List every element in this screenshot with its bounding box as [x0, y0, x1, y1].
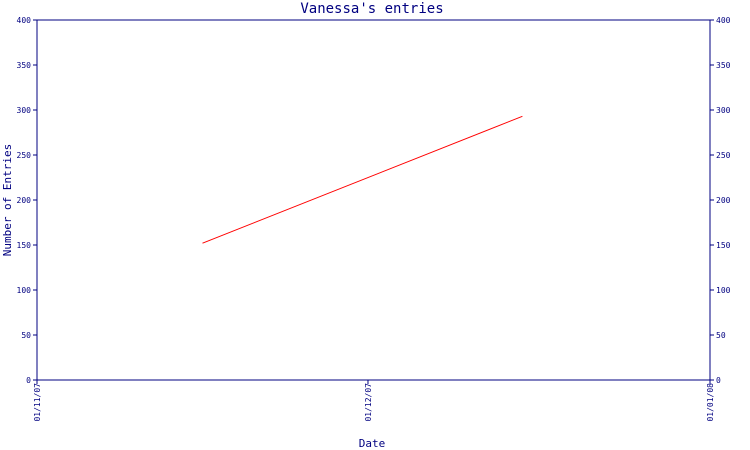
y-left-tick-label-1: 50 — [21, 331, 31, 340]
x-tick-label-1: 01/12/07 — [364, 383, 373, 422]
y-right-tick-label-7: 350 — [716, 61, 731, 70]
y-right-tick-label-5: 250 — [716, 151, 731, 160]
x-tick-label-0: 01/11/07 — [33, 383, 42, 422]
x-axis-label: Date — [359, 437, 386, 450]
series-line-0 — [202, 115, 523, 244]
series-layer — [202, 115, 523, 244]
y-left-tick-label-7: 350 — [17, 61, 32, 70]
y-axis-left: 0 50 100 150 200 250 300 350 400 — [17, 16, 37, 385]
y-left-tick-label-8: 400 — [17, 16, 32, 25]
y-left-tick-label-6: 300 — [17, 106, 32, 115]
y-right-tick-label-1: 50 — [716, 331, 726, 340]
plot-area-frame — [36, 19, 711, 381]
y-left-tick-label-5: 250 — [17, 151, 32, 160]
y-right-tick-label-2: 100 — [716, 286, 731, 295]
y-right-tick-label-4: 200 — [716, 196, 731, 205]
y-right-tick-label-6: 300 — [716, 106, 731, 115]
y-right-tick-label-3: 150 — [716, 241, 731, 250]
x-tick-label-2: 01/01/08 — [706, 383, 715, 422]
y-axis-label: Number of Entries — [1, 144, 14, 257]
y-left-tick-label-0: 0 — [26, 376, 31, 385]
y-left-tick-label-3: 150 — [17, 241, 32, 250]
y-left-tick-label-4: 200 — [17, 196, 32, 205]
y-axis-right: 0 50 100 150 200 250 300 350 400 — [710, 16, 731, 385]
chart-title: Vanessa's entries — [300, 1, 443, 17]
y-right-tick-label-0: 0 — [716, 376, 721, 385]
x-axis: 01/11/07 01/12/07 01/01/08 — [33, 380, 715, 422]
y-left-tick-label-2: 100 — [17, 286, 32, 295]
y-right-tick-label-8: 400 — [716, 16, 731, 25]
